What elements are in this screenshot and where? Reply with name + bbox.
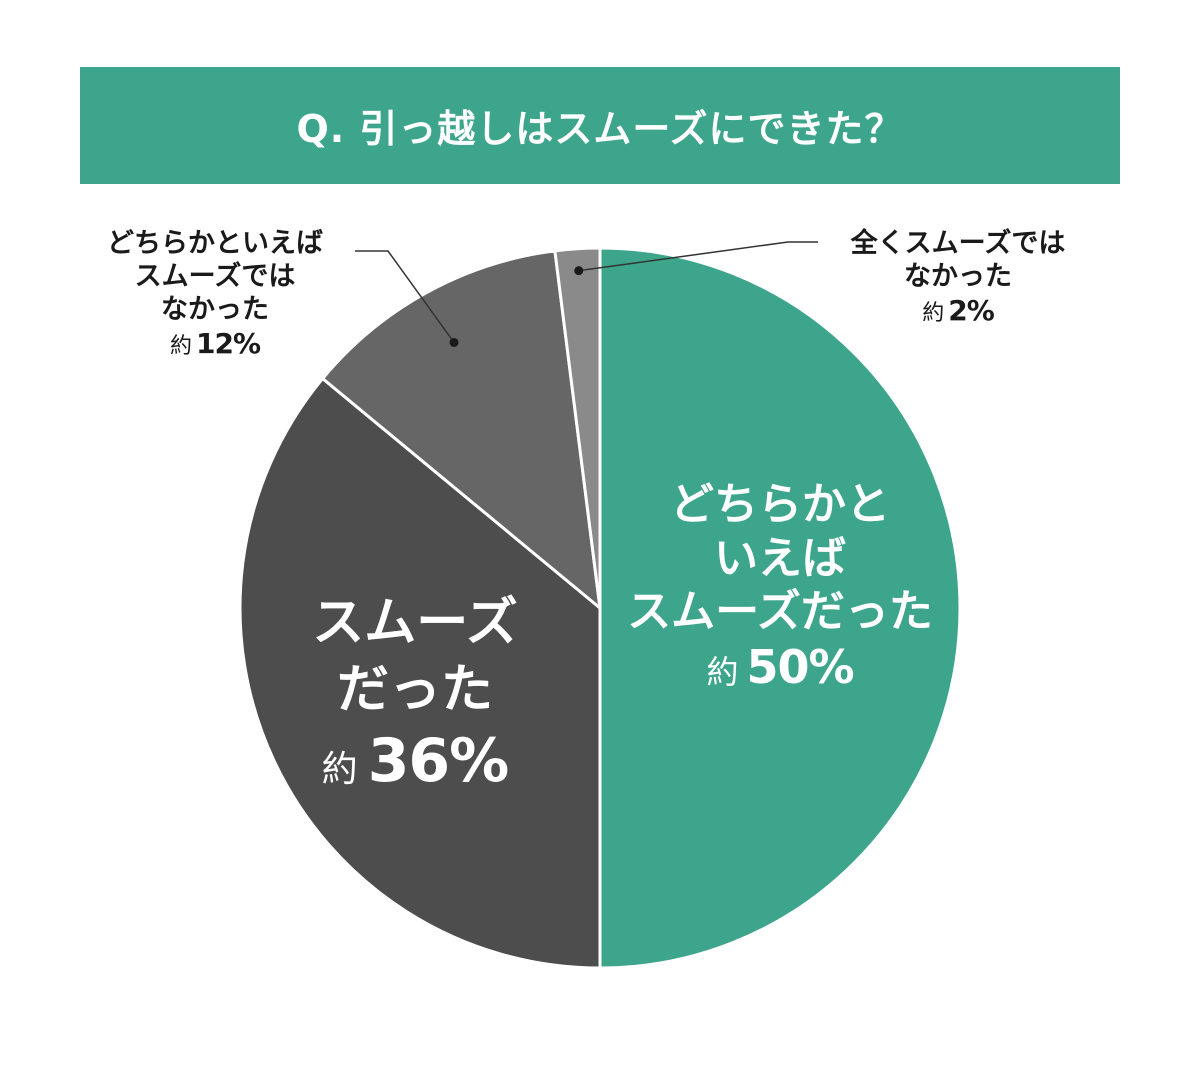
leader-not-smooth-at-all-line (578, 241, 818, 272)
pie-slices (238, 246, 962, 970)
pie-slice-somewhat-not-smooth (321, 249, 602, 610)
slice-label-line: いえば (714, 532, 846, 584)
pie-slice-somewhat-smooth (598, 246, 962, 970)
leader-not-smooth-at-all-dot (574, 266, 584, 276)
slice-value: 12% (195, 326, 261, 360)
callout-leaders (355, 241, 818, 347)
slice-value-row: 約 36% (265, 723, 565, 800)
slice-value: 50% (746, 640, 854, 695)
slice-label-line: スムーズだった (627, 586, 933, 638)
leader-somewhat-not-smooth-dot (449, 337, 459, 347)
approx-prefix: 約 (321, 749, 358, 791)
pie-slice-smooth (238, 377, 602, 970)
title-banner: Q. 引っ越しはスムーズにできた？ (80, 67, 1120, 184)
slice-label-somewhat-not-smooth: どちらかといえば スムーズでは なかった 約 12% (80, 228, 350, 361)
slice-value-row: 約 12% (80, 327, 350, 361)
leader-somewhat-not-smooth-line (355, 250, 455, 343)
slice-value-row: 約 2% (818, 294, 1098, 328)
slice-label-smooth: スムーズ だった 約 36% (265, 590, 565, 800)
chart-title: Q. 引っ越しはスムーズにできた？ (296, 107, 904, 151)
slice-label-not-smooth-at-all: 全くスムーズでは なかった 約 2% (818, 228, 1098, 328)
approx-prefix: 約 (922, 300, 945, 326)
slice-label-line: どちらかと (670, 479, 890, 530)
slice-label-line: 全くスムーズでは (850, 228, 1066, 259)
slice-label-line: スムーズ (312, 593, 518, 653)
slice-label-line: どちらかといえば (107, 228, 323, 259)
slice-value: 2% (948, 293, 995, 327)
slice-label-line: なかった (904, 260, 1012, 292)
slice-label-line: なかった (161, 293, 269, 325)
approx-prefix: 約 (169, 333, 192, 359)
slice-label-somewhat-smooth: どちらかと いえば スムーズだった 約 50% (600, 478, 960, 695)
slice-value: 36% (367, 726, 510, 797)
slice-value-row: 約 50% (600, 639, 960, 695)
slice-label-line: スムーズでは (134, 260, 296, 292)
approx-prefix: 約 (706, 653, 739, 692)
slice-label-line: だった (336, 659, 493, 720)
pie-slice-not-smooth-at-all (553, 246, 602, 610)
